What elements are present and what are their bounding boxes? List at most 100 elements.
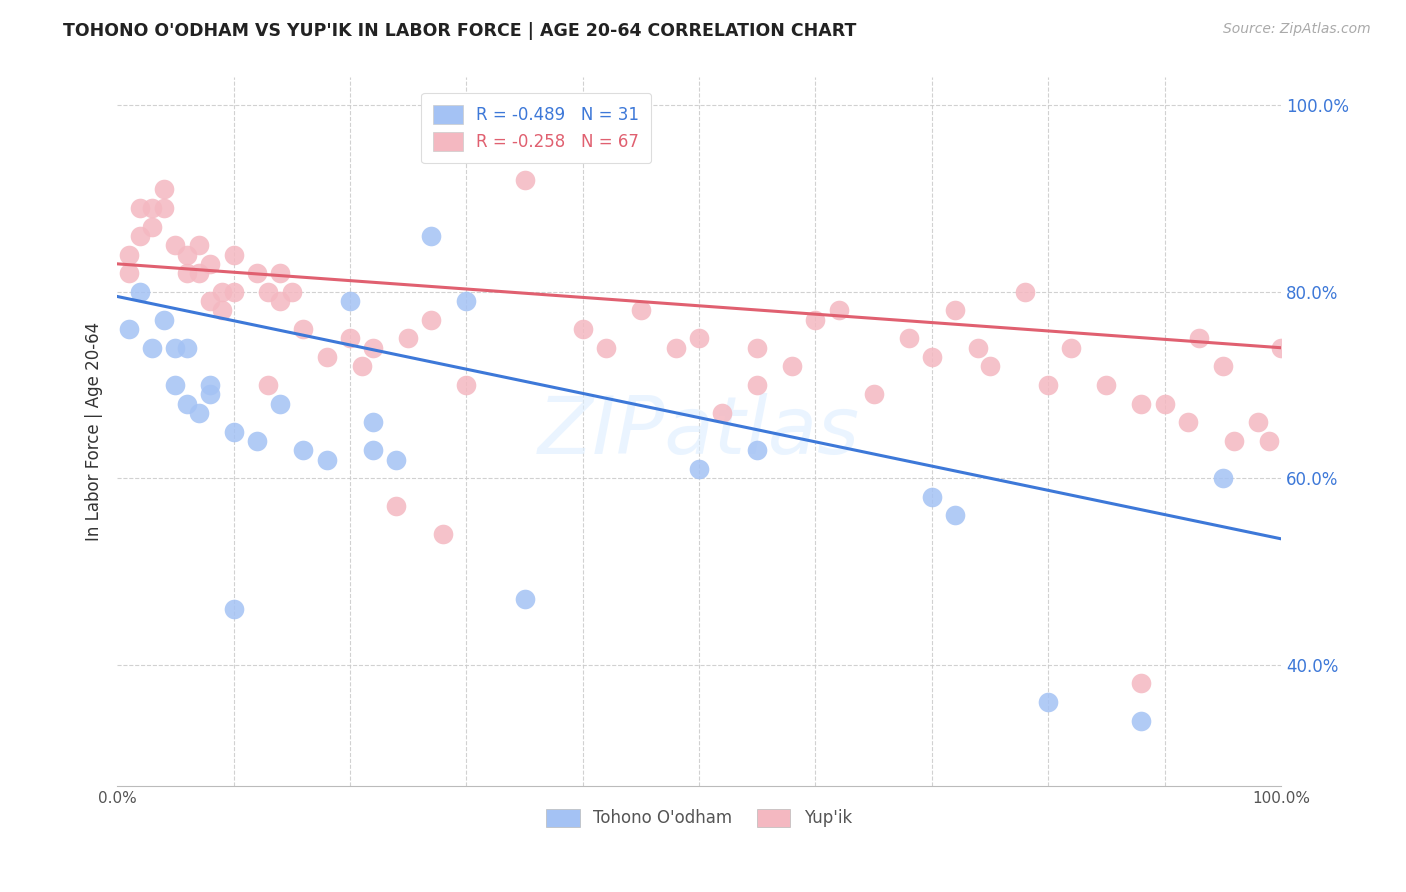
Point (456, 378, 478, 392)
Point (281, 285, 304, 299)
Legend: Tohono O'odham, Yup'ik: Tohono O'odham, Yup'ik (540, 802, 859, 834)
Text: Source: ZipAtlas.com: Source: ZipAtlas.com (1223, 22, 1371, 37)
Point (1270, 341, 1292, 355)
Point (862, 387, 884, 401)
Point (688, 462, 710, 476)
Point (1060, 341, 1083, 355)
Y-axis label: In Labor Force | Age 20-64: In Labor Force | Age 20-64 (86, 322, 103, 541)
Point (339, 331, 361, 345)
Point (165, 378, 187, 392)
Point (828, 303, 851, 318)
Point (747, 341, 769, 355)
Point (456, 294, 478, 309)
Text: ZIPatlas: ZIPatlas (538, 392, 860, 471)
Point (1038, 695, 1060, 709)
Point (1130, 397, 1153, 411)
Point (211, 303, 233, 318)
Point (385, 452, 408, 467)
Point (979, 359, 1001, 374)
Point (152, 312, 174, 326)
Point (222, 285, 245, 299)
Point (141, 341, 163, 355)
Point (257, 378, 280, 392)
Point (897, 331, 920, 345)
Point (246, 434, 269, 448)
Point (269, 294, 291, 309)
Point (1095, 378, 1118, 392)
Point (780, 359, 803, 374)
Point (315, 452, 337, 467)
Point (665, 341, 688, 355)
Point (176, 397, 198, 411)
Point (513, 592, 536, 607)
Point (396, 331, 419, 345)
Point (432, 527, 454, 541)
Point (200, 294, 222, 309)
Point (1212, 359, 1234, 374)
Point (118, 266, 141, 280)
Point (921, 490, 943, 504)
Point (141, 219, 163, 234)
Point (339, 294, 361, 309)
Point (1188, 331, 1211, 345)
Point (269, 266, 291, 280)
Point (747, 378, 769, 392)
Point (292, 443, 315, 458)
Point (118, 322, 141, 336)
Point (222, 601, 245, 615)
Point (200, 378, 222, 392)
Point (361, 415, 384, 429)
Point (1177, 415, 1199, 429)
Point (361, 341, 384, 355)
Point (571, 322, 593, 336)
Point (165, 238, 187, 252)
Point (129, 228, 152, 243)
Point (200, 387, 222, 401)
Point (1153, 397, 1175, 411)
Point (222, 425, 245, 439)
Point (513, 173, 536, 187)
Point (187, 406, 209, 420)
Point (943, 508, 966, 523)
Point (1130, 714, 1153, 728)
Point (1223, 434, 1246, 448)
Point (711, 406, 734, 420)
Text: TOHONO O'ODHAM VS YUP'IK IN LABOR FORCE | AGE 20-64 CORRELATION CHART: TOHONO O'ODHAM VS YUP'IK IN LABOR FORCE … (63, 22, 856, 40)
Point (1130, 676, 1153, 690)
Point (187, 266, 209, 280)
Point (246, 266, 269, 280)
Point (152, 201, 174, 215)
Point (187, 238, 209, 252)
Point (361, 443, 384, 458)
Point (943, 303, 966, 318)
Point (129, 285, 152, 299)
Point (385, 499, 408, 513)
Point (176, 247, 198, 261)
Point (129, 201, 152, 215)
Point (200, 257, 222, 271)
Point (420, 228, 443, 243)
Point (211, 285, 233, 299)
Point (630, 303, 652, 318)
Point (688, 331, 710, 345)
Point (595, 341, 617, 355)
Point (747, 443, 769, 458)
Point (350, 359, 373, 374)
Point (165, 341, 187, 355)
Point (315, 350, 337, 364)
Point (1258, 434, 1281, 448)
Point (141, 201, 163, 215)
Point (292, 322, 315, 336)
Point (257, 285, 280, 299)
Point (1014, 285, 1036, 299)
Point (420, 312, 443, 326)
Point (804, 312, 827, 326)
Point (1247, 415, 1270, 429)
Point (921, 350, 943, 364)
Point (176, 341, 198, 355)
Point (222, 247, 245, 261)
Point (269, 397, 291, 411)
Point (1038, 378, 1060, 392)
Point (152, 182, 174, 196)
Point (118, 247, 141, 261)
